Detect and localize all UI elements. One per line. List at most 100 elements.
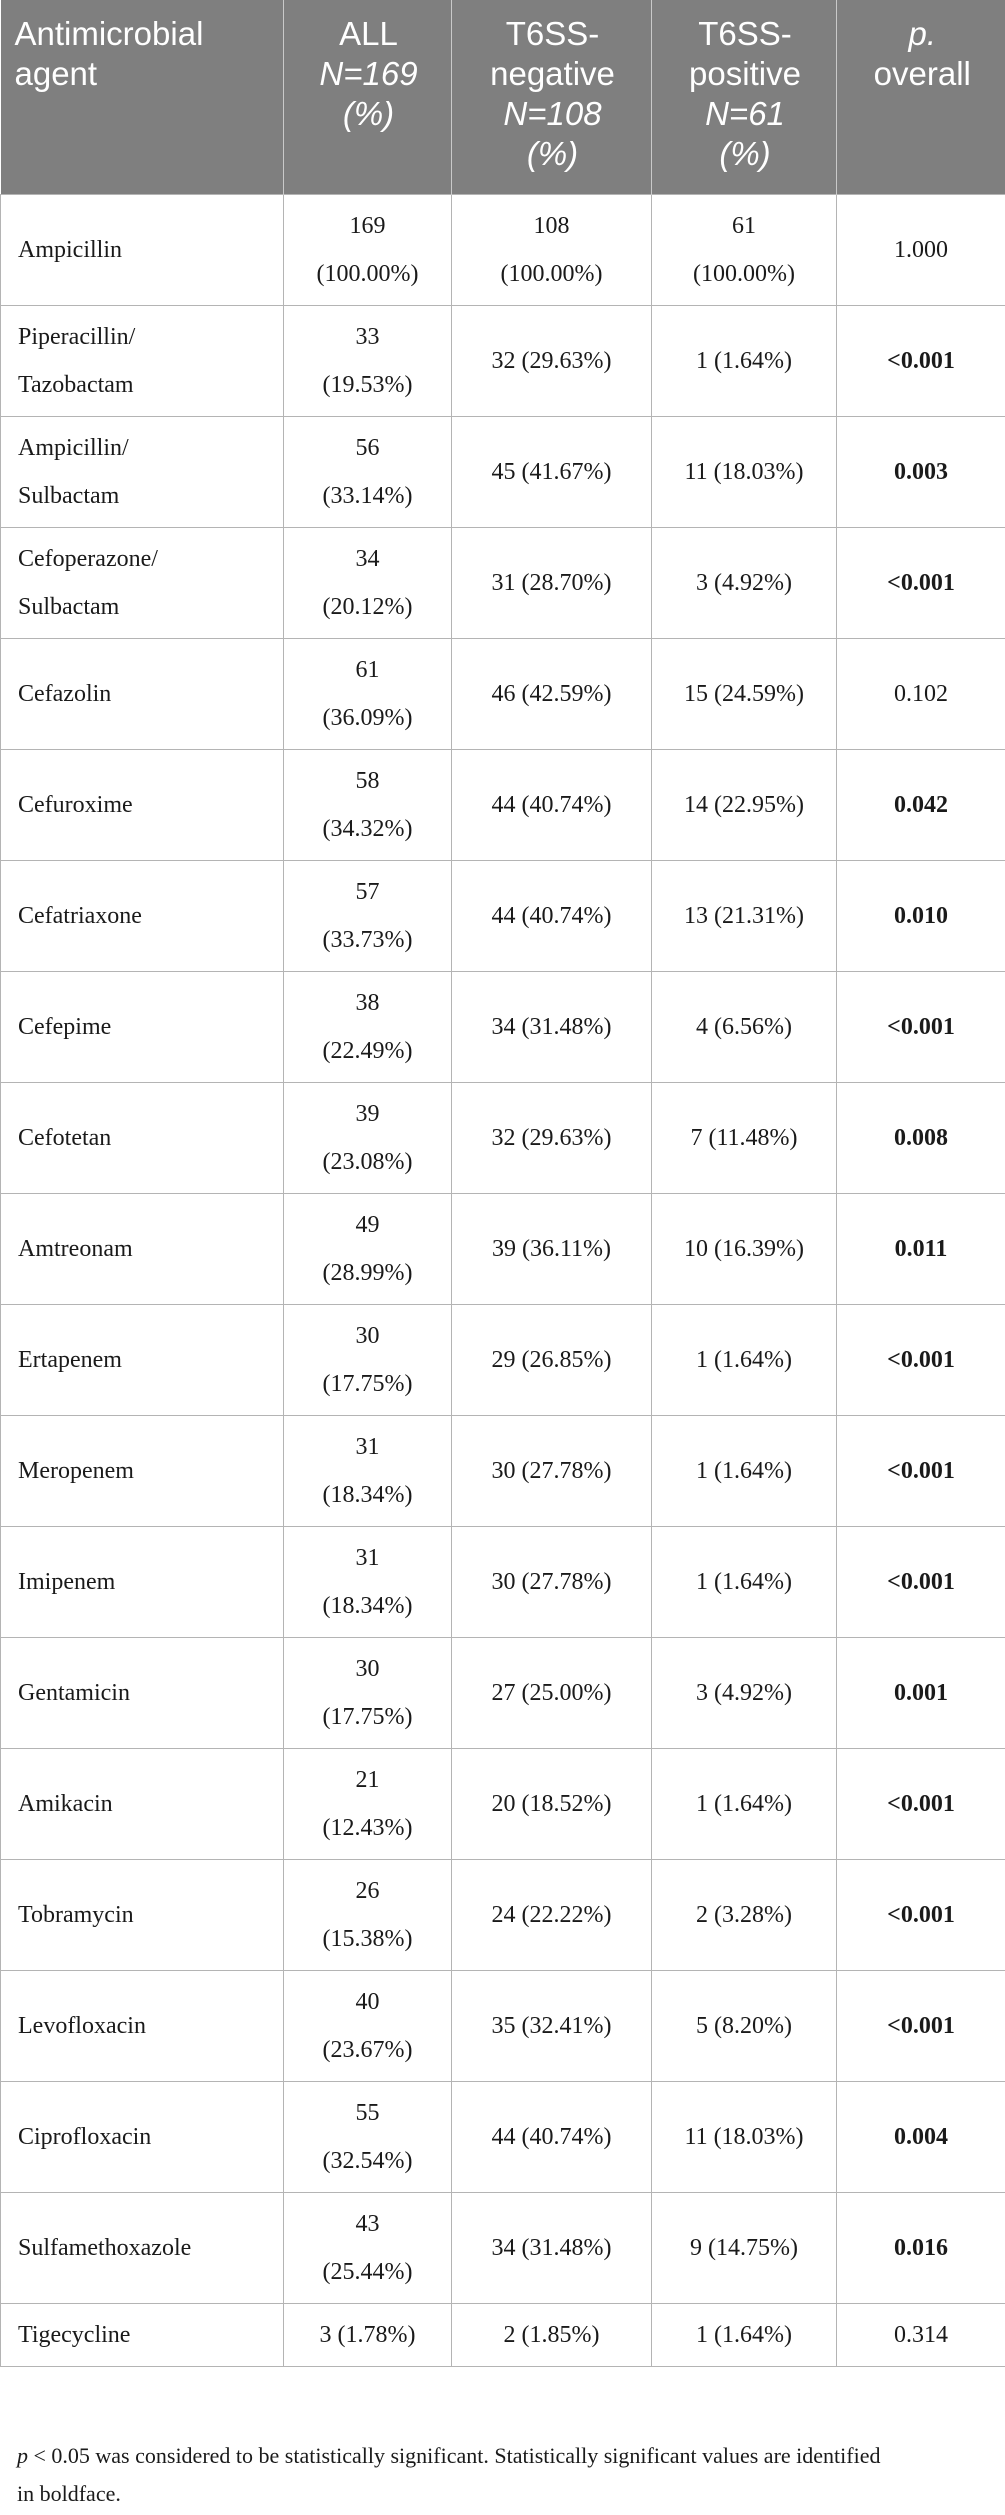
cell-p-overall: 1.000 — [836, 193, 1005, 306]
cell-agent-line: Sulfamethoxazole — [18, 2234, 192, 2261]
cell-agent-line: Tazobactam — [18, 371, 134, 398]
cell-all-line: 56 — [355, 434, 380, 461]
cell-t6ss-positive-line: 14 (22.95%) — [684, 791, 804, 818]
cell-agent-line: Piperacillin/ — [18, 323, 136, 350]
cell-agent-line: Meropenem — [18, 1457, 134, 1484]
cell-t6ss-negative: 31 (28.70%) — [451, 526, 652, 639]
cell-all-line: (18.34%) — [322, 1592, 413, 1619]
table-row: Cefazolin 61 (36.09%) 46 (42.59%) 15 (24.59%… — [0, 637, 1005, 750]
cell-agent-line: Cefepime — [18, 1013, 112, 1040]
cell-t6ss-positive-line: 1 (1.64%) — [696, 2321, 792, 2348]
cell-t6ss-negative: 32 (29.63%) — [451, 1081, 652, 1194]
cell-all-line: 21 — [355, 1766, 380, 1793]
cell-all-line: (12.43%) — [322, 1814, 413, 1841]
cell-t6ss-positive: 2 (3.28%) — [651, 1858, 837, 1971]
cell-t6ss-positive: 3 (4.92%) — [651, 1636, 837, 1749]
cell-t6ss-positive: 15 (24.59%) — [651, 637, 837, 750]
cell-agent: Cefazolin — [0, 637, 284, 750]
cell-all-line: (17.75%) — [322, 1370, 413, 1397]
cell-p-overall: 0.010 — [836, 859, 1005, 972]
cell-agent: Tobramycin — [0, 1858, 284, 1971]
table-row: Cefoperazone/Sulbactam 34 (20.12%) 31 (28.7… — [0, 526, 1005, 639]
cell-t6ss-negative: 34 (31.48%) — [451, 2191, 652, 2304]
header-t6ss-positive: T6SS-positive N=61 (%) — [651, 0, 837, 194]
cell-all-line: (20.12%) — [322, 593, 413, 620]
cell-all: 26 (15.38%) — [283, 1858, 452, 1971]
cell-p-overall: <0.001 — [836, 1858, 1005, 1971]
cell-t6ss-positive-line: 5 (8.20%) — [696, 2012, 792, 2039]
cell-all: 31 (18.34%) — [283, 1414, 452, 1527]
cell-all: 30 (17.75%) — [283, 1636, 452, 1749]
cell-p-overall: 0.314 — [836, 2302, 1005, 2367]
cell-t6ss-positive-line: 3 (4.92%) — [696, 1679, 792, 1706]
cell-all: 40 (23.67%) — [283, 1969, 452, 2082]
cell-t6ss-positive: 9 (14.75%) — [651, 2191, 837, 2304]
cell-t6ss-negative-line: 30 (27.78%) — [491, 1457, 612, 1484]
cell-agent-line: Cefuroxime — [18, 791, 133, 818]
cell-t6ss-positive: 7 (11.48%) — [651, 1081, 837, 1194]
table-row: Levofloxacin 40 (23.67%) 35 (32.41%) 5 (8.20… — [0, 1969, 1005, 2082]
cell-all-line: (23.67%) — [322, 2036, 413, 2063]
cell-all: 56 (33.14%) — [283, 415, 452, 528]
cell-p-overall: 0.102 — [836, 637, 1005, 750]
cell-t6ss-positive-line: 61 — [732, 212, 756, 239]
header-line: overall — [873, 55, 971, 92]
cell-agent-line: Tobramycin — [18, 1901, 134, 1928]
cell-all-line: 31 — [355, 1433, 380, 1460]
cell-all-line: (22.49%) — [322, 1037, 413, 1064]
cell-all-line: 57 — [355, 878, 380, 905]
table-row: Cefepime 38 (22.49%) 34 (31.48%) 4 (6.56%) <0… — [0, 970, 1005, 1083]
cell-p-overall: 0.003 — [836, 415, 1005, 528]
header-line: agent — [14, 55, 98, 92]
cell-agent-line: Tigecycline — [18, 2321, 131, 2348]
table-header-row: Antimicrobial agent ALL N=169 (%) T6SS-nega… — [0, 0, 1005, 194]
cell-agent: Imipenem — [0, 1525, 284, 1638]
cell-agent: Piperacillin/Tazobactam — [0, 304, 284, 417]
cell-agent-line: Ertapenem — [18, 1346, 122, 1373]
table-row: Ciprofloxacin 55 (32.54%) 44 (40.74%) 11 (18… — [0, 2080, 1005, 2193]
cell-p-overall: <0.001 — [836, 304, 1005, 417]
header-line: Antimicrobial — [14, 15, 204, 52]
cell-agent: Cefatriaxone — [0, 859, 284, 972]
cell-all-line: (33.14%) — [322, 482, 413, 509]
cell-all: 61 (36.09%) — [283, 637, 452, 750]
header-t6ss-negative: T6SS-negative N=108 (%) — [451, 0, 652, 194]
cell-t6ss-negative-line: 108 — [533, 212, 570, 239]
cell-agent-line: Sulbactam — [18, 593, 120, 620]
cell-all-line: 34 — [355, 545, 380, 572]
cell-t6ss-negative: 30 (27.78%) — [451, 1414, 652, 1527]
cell-p-overall: 0.016 — [836, 2191, 1005, 2304]
cell-agent: Cefepime — [0, 970, 284, 1083]
cell-t6ss-negative: 39 (36.11%) — [451, 1192, 652, 1305]
cell-all-line: (34.32%) — [322, 815, 413, 842]
cell-agent: Sulfamethoxazole — [0, 2191, 284, 2304]
cell-t6ss-positive: 61 (100.00%) — [651, 193, 837, 306]
cell-agent-line: Cefoperazone/ — [18, 545, 158, 572]
header-line: positive — [689, 55, 801, 92]
cell-all-line: 55 — [355, 2099, 380, 2126]
cell-all-line: (33.73%) — [322, 926, 413, 953]
cell-t6ss-positive: 1 (1.64%) — [651, 2302, 837, 2367]
cell-agent-line: Amtreonam — [18, 1235, 133, 1262]
cell-t6ss-negative-line: 29 (26.85%) — [491, 1346, 612, 1373]
cell-all: 39 (23.08%) — [283, 1081, 452, 1194]
cell-all: 49 (28.99%) — [283, 1192, 452, 1305]
cell-t6ss-positive-line: 15 (24.59%) — [684, 680, 804, 707]
cell-t6ss-negative: 44 (40.74%) — [451, 748, 652, 861]
cell-all: 31 (18.34%) — [283, 1525, 452, 1638]
cell-agent-line: Cefatriaxone — [18, 902, 142, 929]
cell-t6ss-negative-line: 32 (29.63%) — [491, 1124, 612, 1151]
table-row: Tigecycline 3 (1.78%) 2 (1.85%) 1 (1.64%) 0.… — [0, 2302, 1005, 2367]
cell-all-line: (23.08%) — [322, 1148, 413, 1175]
cell-t6ss-positive-line: 7 (11.48%) — [690, 1124, 798, 1151]
cell-t6ss-positive: 3 (4.92%) — [651, 526, 837, 639]
header-antimicrobial-agent: Antimicrobial agent — [0, 0, 284, 194]
table-row: Meropenem 31 (18.34%) 30 (27.78%) 1 (1.64%) <… — [0, 1414, 1005, 1527]
cell-all-line: 38 — [355, 989, 380, 1016]
cell-p-overall: <0.001 — [836, 1414, 1005, 1527]
cell-agent: Ampicillin — [0, 193, 284, 306]
cell-t6ss-negative-line: 20 (18.52%) — [491, 1790, 612, 1817]
cell-all-line: 58 — [355, 767, 380, 794]
cell-all: 38 (22.49%) — [283, 970, 452, 1083]
cell-all-line: 30 — [355, 1655, 380, 1682]
